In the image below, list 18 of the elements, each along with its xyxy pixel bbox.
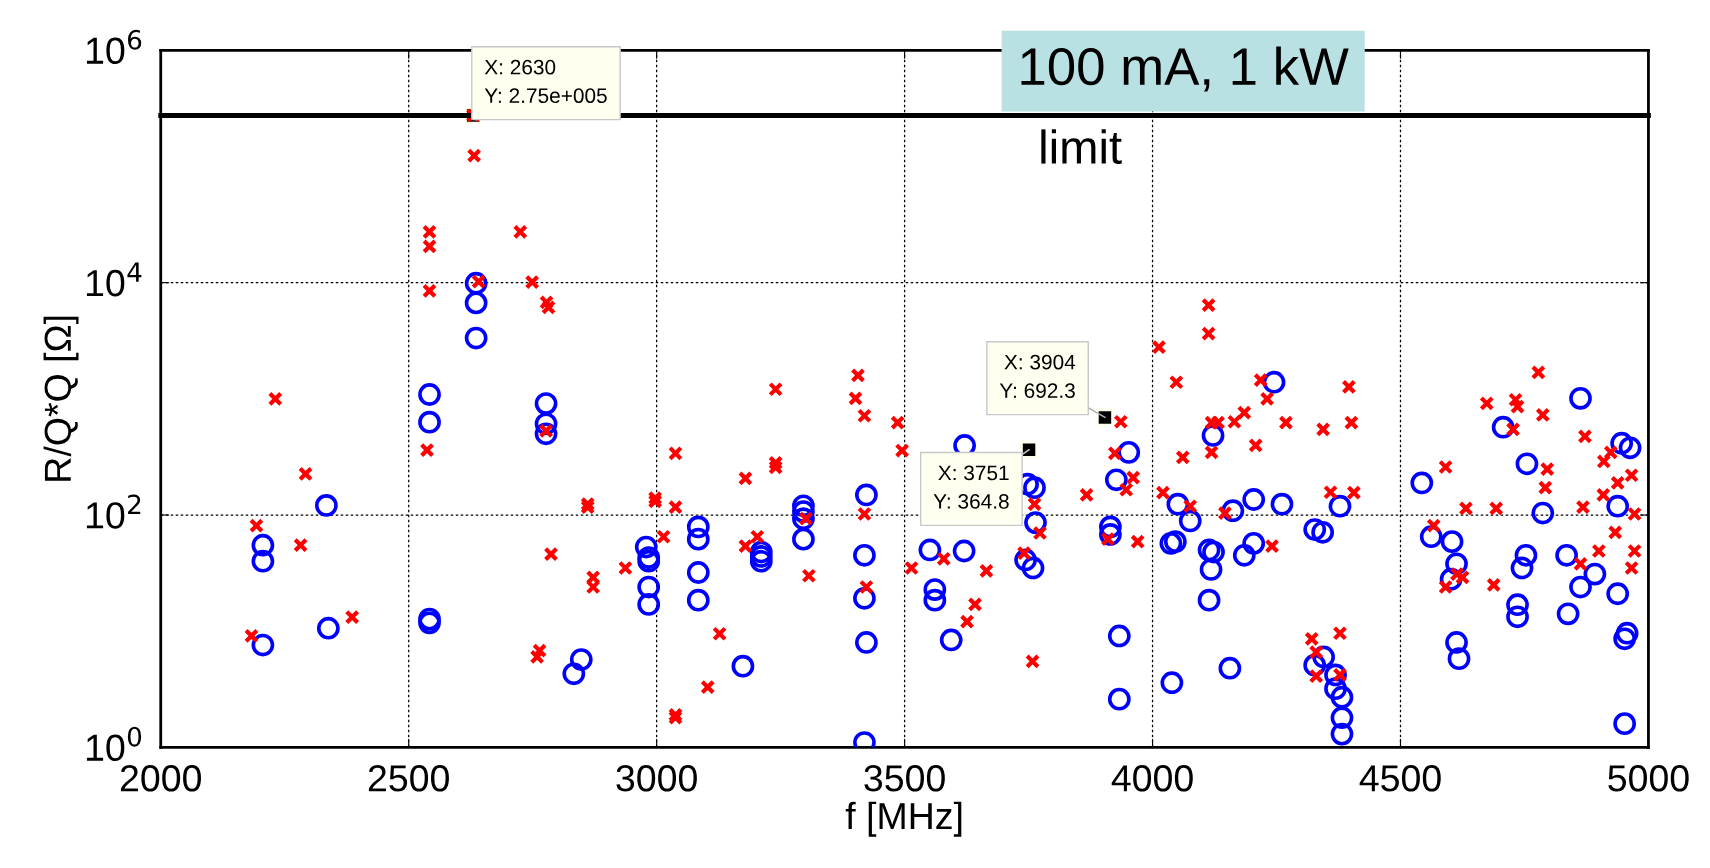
x-tick-label: 4500 — [1359, 765, 1441, 792]
x-axis-title: f [MHz] — [845, 801, 962, 837]
ref-line-label: limit — [1041, 129, 1122, 164]
y-axis-title: R/Q*Q [Ω] — [43, 316, 79, 481]
annotation: X: 2630 Y: 2.75e+005 — [484, 59, 607, 104]
x-tick-label: 3000 — [616, 765, 697, 792]
y-tick-label: 10$^{4}$ — [86, 262, 142, 297]
annotation: 100 mA, 1 kW — [1021, 46, 1349, 92]
x-tick-label: 4000 — [1111, 765, 1193, 792]
annotation: X: 3751 Y: 364.8 — [933, 465, 1009, 509]
annotation: X: 3904 Y: 692.3 — [999, 354, 1076, 398]
y-tick-label: 10$^{2}$ — [86, 494, 141, 529]
x-tick-label: 2000 — [120, 765, 201, 792]
x-tick-label: 3500 — [864, 765, 945, 792]
x-tick-label: 5000 — [1608, 765, 1689, 792]
x-tick-label: 2500 — [368, 765, 449, 792]
y-tick-label: 10$^{0}$ — [86, 726, 142, 762]
y-tick-label: 10$^{6}$ — [86, 29, 142, 65]
